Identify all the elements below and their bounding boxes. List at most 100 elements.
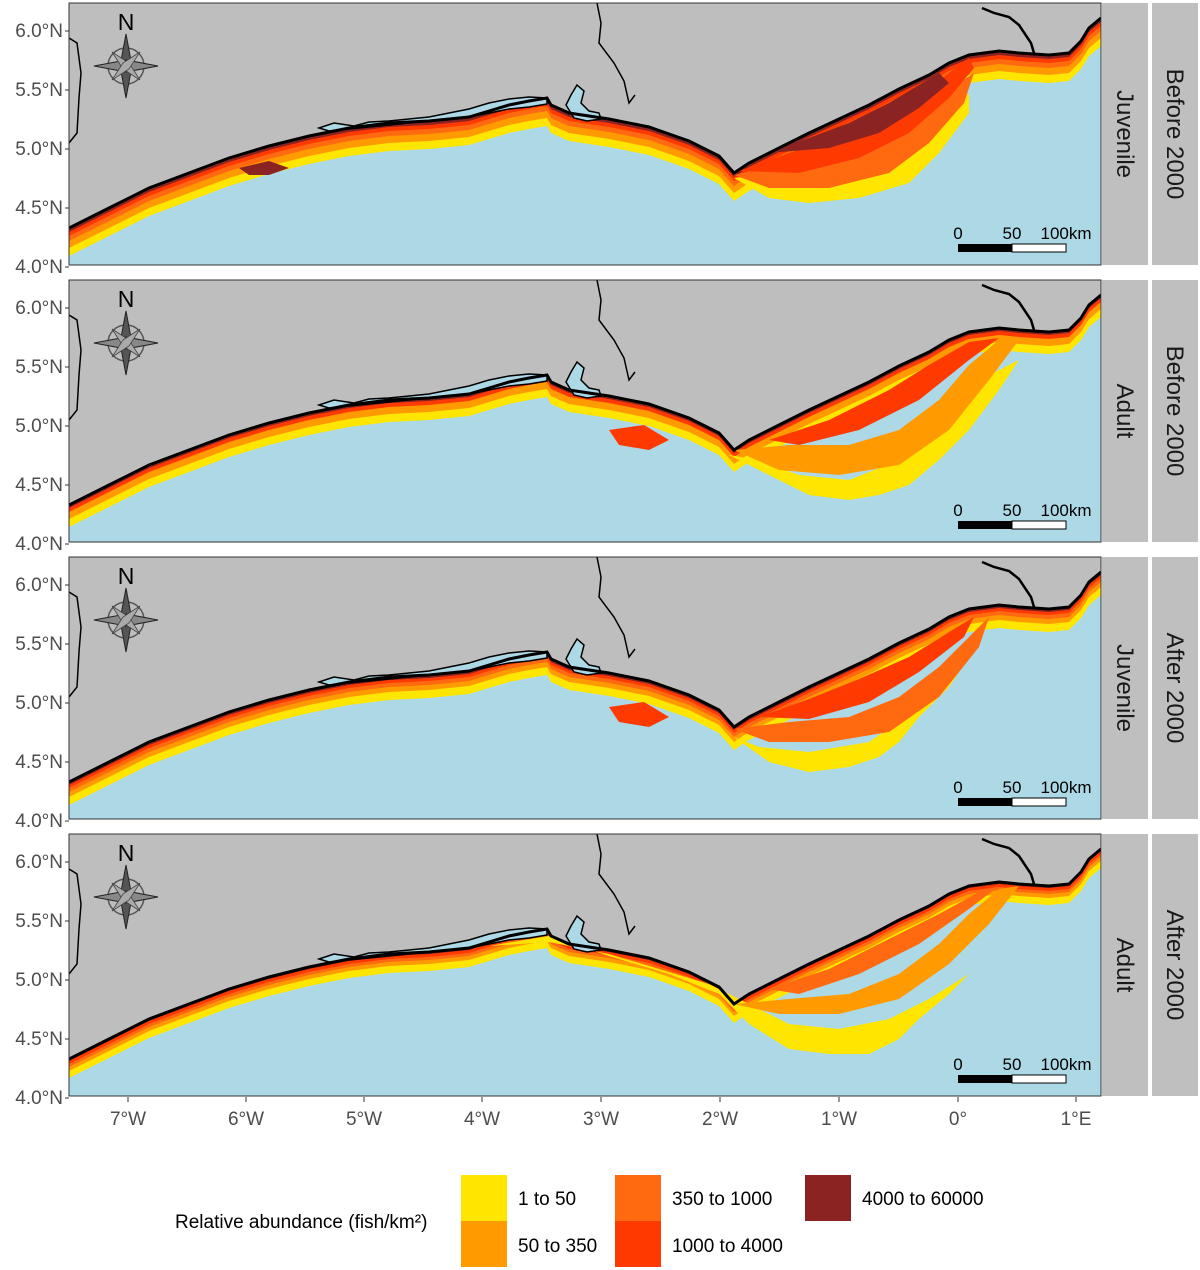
map-area [69,3,1101,265]
coastline [69,847,1101,1061]
coastline [69,570,1101,784]
panel-border [68,279,1102,543]
legend-label: 350 to 1000 [672,1189,772,1210]
x-tick-label: 5°W [346,1109,382,1130]
map-area [69,557,1101,819]
lake [565,360,602,399]
period-label: After 2000 [1161,633,1188,744]
abundance-zone [734,886,1019,1014]
strip-stage: Juvenile [1102,3,1148,265]
scale-bar-black [958,798,1012,806]
y-tick-label: 5.0°N [15,970,63,991]
y-tick-label: 5.5°N [15,911,63,932]
land [69,280,1101,505]
abundance-zone [489,936,969,1054]
x-tick-label: 1°E [1061,1109,1092,1130]
strip-background [1152,3,1198,265]
legend-label: 50 to 350 [518,1236,597,1257]
period-label: Before 2000 [1161,346,1188,477]
y-tick-label: 4.0°N [15,257,63,278]
strip-period: After 2000 [1152,834,1198,1096]
abundance-zone [769,73,949,153]
x-tick-label: 7°W [110,1109,146,1130]
y-tick-label: 4.5°N [15,1029,63,1050]
strip-stage: Adult [1102,834,1148,1096]
abundance-zone [769,338,999,445]
abundance-zone [734,637,979,772]
scale-label: 50 [1003,501,1022,520]
land [69,3,1101,228]
coastline [69,293,1101,507]
strip-stage: Juvenile [1102,557,1148,819]
scale-bar-white [1011,520,1067,530]
y-tick-label: 6.0°N [15,575,63,596]
north-arrow-icon: N [93,840,159,930]
river [981,283,1036,331]
x-tick-label: 3°W [583,1109,619,1130]
y-tick-label: 4.5°N [15,198,63,219]
panel-border [68,833,1102,1097]
y-tick-label: 6.0°N [15,298,63,319]
legend-swatch-350-to-1000 [615,1175,661,1221]
scale-bar-black [958,244,1012,252]
x-tick-label: 4°W [464,1109,500,1130]
abundance-zone [609,702,669,727]
strip-background [1152,280,1198,542]
scale-bar-white [1011,797,1067,807]
y-axis: 6.0°N 5.5°N 5.0°N 4.5°N 4.0°N [15,852,69,1109]
coastline [69,16,1101,230]
north-arrow-icon: N [93,9,159,99]
compass-diag [111,882,141,912]
legend-label: 1 to 50 [518,1189,576,1210]
land [69,834,1101,1059]
map-panel: N 0 50 100km Juvenile Before 2000 6.0°N 5.5°N 5.… [15,2,1198,278]
abundance-zone [734,617,989,742]
strip-background [1102,557,1148,819]
stage-label: Juvenile [1111,644,1138,732]
x-tick-label: 6°W [228,1109,264,1130]
north-label: N [118,286,135,312]
scale-label: 0 [953,224,962,243]
lake [565,83,602,122]
x-tick-label: 2°W [702,1109,738,1130]
lake [565,637,602,676]
scale-bar: 0 50 100km [953,1055,1092,1084]
country-border [69,868,82,975]
stage-label: Juvenile [1111,90,1138,178]
compass-diag [111,605,141,635]
scale-bar: 0 50 100km [953,224,1092,253]
strip-background [1102,3,1148,265]
north-label: N [118,563,135,589]
y-tick-label: 6.0°N [15,21,63,42]
map-panels: N 0 50 100km Juvenile Before 2000 6.0°N 5.5°N 5.… [15,2,1198,1109]
abundance-zone [759,617,974,719]
scale-label: 100km [1040,1055,1091,1074]
y-tick-label: 5.5°N [15,80,63,101]
abundance-zone [729,360,1019,500]
stage-label: Adult [1111,938,1138,993]
abundance-zone [769,886,999,994]
scale-bar-white [1011,1074,1067,1084]
legend-swatch-1-to-50 [461,1175,507,1221]
strip-stage: Adult [1102,280,1148,542]
y-tick-label: 5.0°N [15,693,63,714]
river [981,837,1036,885]
scale-label: 50 [1003,1055,1022,1074]
scale-label: 0 [953,501,962,520]
period-label: After 2000 [1161,910,1188,1021]
scale-label: 100km [1040,501,1091,520]
legend: Relative abundance (fish/km²) 1 to 50 50… [175,1175,984,1267]
scale-bar-black [958,521,1012,529]
land [69,557,1101,782]
map-panel: N 0 50 100km Adult After 2000 6.0°N 5.5°N 5.0°N 4… [15,833,1198,1109]
map-area [69,280,1101,542]
country-border [596,3,636,105]
strip-background [1152,557,1198,819]
compass-diag [111,328,141,358]
compass-diag [111,51,141,81]
y-tick-label: 5.0°N [15,416,63,437]
y-tick-label: 5.5°N [15,634,63,655]
map-panel: N 0 50 100km Juvenile After 2000 6.0°N 5.5°N 5.0… [15,556,1198,832]
panel-border [68,2,1102,266]
